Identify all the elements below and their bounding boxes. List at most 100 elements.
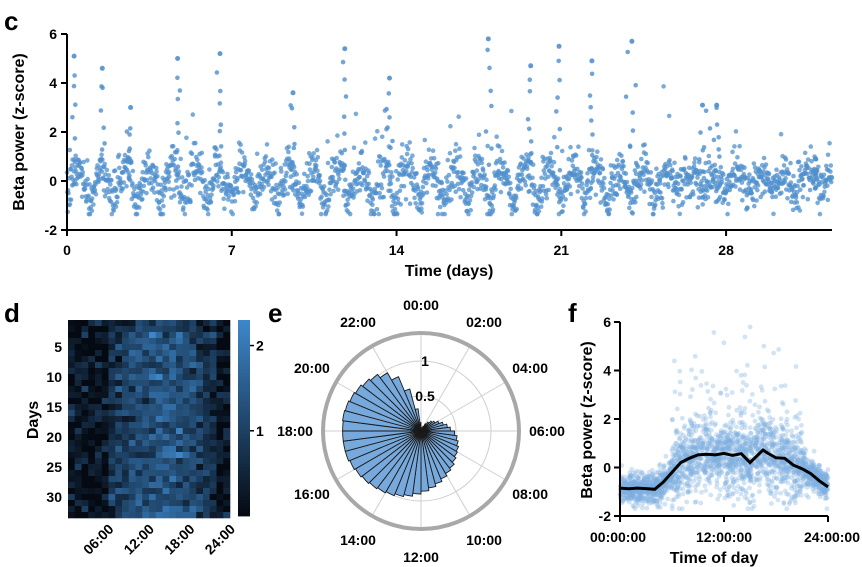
heatmap-cell (189, 458, 197, 465)
scatter-point (264, 142, 270, 147)
scatter-point (617, 186, 623, 191)
heatmap-cell (182, 512, 190, 519)
scatter-point (628, 190, 634, 195)
scatter-point (69, 163, 75, 168)
heatmap-cell (74, 458, 82, 465)
scatter-point (688, 180, 693, 185)
heatmap-cell (162, 392, 170, 399)
scatter-point (100, 85, 105, 91)
heatmap-cell (101, 362, 109, 369)
scatter-point (339, 150, 345, 156)
heatmap-cell (68, 344, 76, 351)
y-tick-label: -2 (45, 222, 58, 238)
scatter-point (175, 75, 180, 81)
scatter-point (697, 157, 702, 162)
scatter-point (476, 177, 481, 182)
heatmap-cell (223, 398, 231, 405)
scatter-point (640, 505, 645, 511)
heatmap-cell (81, 380, 89, 387)
scatter-point (253, 204, 258, 209)
scatter-point (98, 108, 104, 113)
scatter-point (785, 196, 790, 201)
scatter-point (783, 157, 789, 162)
scatter-point (370, 197, 376, 202)
heatmap-cell (101, 374, 109, 381)
heatmap-cell (149, 338, 157, 345)
scatter-point (92, 187, 98, 193)
heatmap-cell (162, 464, 170, 471)
heatmap-cell (155, 338, 163, 345)
scatter-point (793, 195, 799, 200)
heatmap-cell (169, 410, 177, 417)
scatter-point (375, 159, 381, 164)
heatmap-cell (135, 392, 143, 399)
scatter-point (443, 188, 448, 193)
scatter-point (154, 169, 159, 175)
scatter-point (287, 163, 293, 168)
scatter-point (665, 496, 670, 502)
heatmap-cell (88, 458, 96, 465)
heatmap-cell (189, 356, 197, 363)
heatmap-cell (223, 362, 231, 369)
scatter-point (808, 144, 814, 149)
scatter-point (217, 153, 222, 158)
heatmap-cell (162, 488, 170, 495)
heatmap-cell (115, 470, 123, 477)
heatmap-cell (142, 506, 150, 513)
scatter-point (207, 167, 212, 172)
heatmap-cell (88, 428, 96, 435)
scatter-point (761, 343, 767, 349)
scatter-point (73, 153, 78, 159)
scatter-point (174, 185, 180, 190)
scatter-point (483, 129, 489, 134)
scatter-point (246, 168, 252, 174)
scatter-point (87, 211, 93, 217)
scatter-point (598, 157, 604, 162)
scatter-point (193, 140, 198, 146)
scatter-point (277, 200, 283, 205)
scatter-point (236, 190, 241, 195)
scatter-point (302, 171, 307, 177)
scatter-point (326, 204, 331, 209)
colorbar-segment (238, 404, 250, 409)
heatmap-cell (196, 452, 204, 459)
heatmap-cell (203, 368, 211, 375)
scatter-point (550, 170, 556, 175)
heatmap-cell (209, 362, 217, 369)
heatmap-cell (169, 440, 177, 447)
scatter-point (774, 484, 779, 490)
scatter-point (669, 417, 675, 422)
heatmap-cell (149, 416, 157, 423)
heatmap-cell (169, 458, 177, 465)
heatmap-cell (196, 386, 204, 393)
scatter-point (585, 170, 590, 176)
scatter-point (769, 501, 774, 506)
heatmap-cell (203, 440, 211, 447)
scatter-point (484, 177, 489, 182)
scatter-point (613, 173, 618, 179)
scatter-point (184, 185, 190, 190)
heatmap-cell (68, 380, 76, 387)
heatmap-cell (149, 482, 157, 489)
scatter-point (703, 108, 709, 114)
heatmap-cell (189, 416, 197, 423)
colorbar-segment (238, 460, 250, 465)
scatter-point (335, 187, 341, 192)
heatmap-cell (196, 446, 204, 453)
heatmap-cell (196, 476, 204, 483)
scatter-point (568, 191, 574, 197)
heatmap-cell (101, 464, 109, 471)
heatmap-cell (95, 392, 103, 399)
heatmap-cell (176, 476, 184, 483)
heatmap-cell (115, 404, 123, 411)
heatmap-cell (223, 326, 231, 333)
heatmap-cell (182, 350, 190, 357)
heatmap-cell (189, 326, 197, 333)
scatter-point (102, 194, 108, 199)
heatmap-cell (95, 320, 103, 327)
scatter-point (735, 496, 741, 502)
heatmap-cell (182, 428, 190, 435)
scatter-point (677, 379, 683, 385)
heatmap-cell (216, 482, 224, 489)
